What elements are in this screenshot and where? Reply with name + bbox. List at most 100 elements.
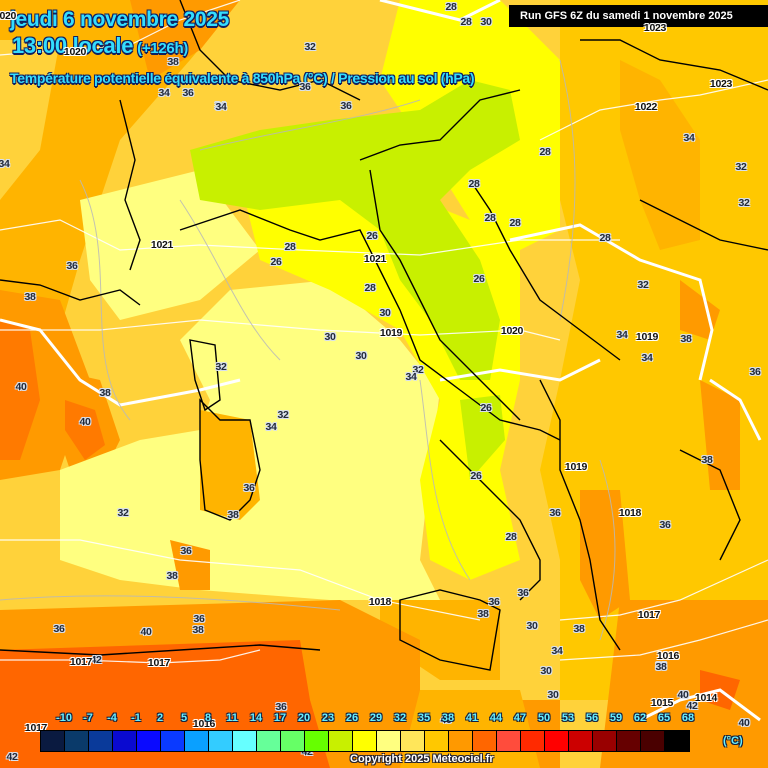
theta-e-contour-label: 28	[445, 1, 457, 13]
isobar-label: 1023	[709, 78, 733, 90]
isobar-label: 1019	[564, 461, 588, 473]
colorbar-swatch	[569, 731, 593, 751]
colorbar-tick-label: -4	[107, 712, 117, 724]
colorbar-swatch	[209, 731, 233, 751]
colorbar-swatch	[113, 731, 137, 751]
theta-e-contour-label: 32	[412, 364, 424, 376]
theta-e-contour-label: 32	[215, 361, 227, 373]
colorbar-swatch	[65, 731, 89, 751]
theta-e-contour-label: 36	[275, 701, 287, 713]
colorbar-swatch	[545, 731, 569, 751]
colorbar-tick-label: 20	[297, 712, 311, 724]
theta-e-contour-label: 34	[215, 101, 227, 113]
isobar-label: 1019	[379, 327, 403, 339]
theta-e-contour-label: 40	[440, 714, 452, 726]
isobar-label: 1023	[643, 22, 667, 34]
colorbar-swatch	[449, 731, 473, 751]
theta-e-contour-label: 30	[540, 665, 552, 677]
theta-e-contour-label: 40	[79, 416, 91, 428]
theta-e-contour-label: 32	[738, 197, 750, 209]
theta-e-contour-label: 28	[284, 241, 296, 253]
colorbar-swatch	[233, 731, 257, 751]
colorbar-tick-label: 62	[633, 712, 647, 724]
colorbar-tick-label: 59	[609, 712, 623, 724]
theta-e-contour-label: 38	[227, 509, 239, 521]
theta-e-contour-label: 38	[701, 454, 713, 466]
theta-e-contour-label: 28	[509, 217, 521, 229]
colorbar-swatch	[497, 731, 521, 751]
colorbar-swatch	[137, 731, 161, 751]
theta-e-contour-label: 26	[270, 256, 282, 268]
colorbar-tick-label: 32	[393, 712, 407, 724]
theta-e-contour-label: 38	[99, 387, 111, 399]
theta-e-contour-label: 30	[526, 620, 538, 632]
theta-e-contour-label: 34	[641, 352, 653, 364]
theta-e-contour-label: 26	[480, 402, 492, 414]
theta-e-contour-label: 38	[166, 570, 178, 582]
colorbar-swatch	[353, 731, 377, 751]
colorbar-swatch	[41, 731, 65, 751]
theta-e-contour-label: 40	[140, 626, 152, 638]
isobar-label: 1020	[500, 325, 524, 337]
isobar-label: 1021	[150, 239, 174, 251]
theta-e-contour-label: 28	[364, 282, 376, 294]
theta-e-contour-label: 30	[379, 307, 391, 319]
theta-e-contour-label: 36	[659, 519, 671, 531]
theta-e-contour-label: 34	[158, 87, 170, 99]
theta-e-contour-label: 38	[167, 56, 179, 68]
theta-e-contour-label: 34	[551, 645, 563, 657]
theta-e-contour-label: 38	[680, 333, 692, 345]
colorbar-tick-label: 29	[369, 712, 383, 724]
forecast-offset: (+126h)	[137, 40, 188, 57]
colorbar-tick-label: 35	[417, 712, 431, 724]
colorbar-swatch	[617, 731, 641, 751]
theta-e-contour-label: 34	[683, 132, 695, 144]
theta-e-contour-label: 28	[468, 178, 480, 190]
theta-e-contour-label: 40	[677, 689, 689, 701]
theta-e-contour-label: 32	[637, 279, 649, 291]
colorbar-tick-label: 23	[321, 712, 335, 724]
isobar-label: 1015	[650, 697, 674, 709]
colorbar-swatch	[329, 731, 353, 751]
colorbar-tick-label: 50	[537, 712, 551, 724]
theta-e-contour-label: 38	[655, 660, 667, 672]
colorbar-tick-label: 11	[226, 712, 238, 724]
isobar-label: 1016	[192, 718, 216, 730]
colorbar-tick-label: 8	[204, 712, 212, 724]
colorbar-swatch	[521, 731, 545, 751]
theta-e-contour-label: 26	[473, 273, 485, 285]
colorbar-tick-label: 2	[156, 712, 164, 724]
colorbar-swatch	[161, 731, 185, 751]
theta-e-contour-label: 32	[277, 409, 289, 421]
colorbar-tick-label: 53	[561, 712, 575, 724]
colorbar-tick-label: 56	[585, 712, 599, 724]
theta-e-contour-label: 34	[265, 421, 277, 433]
theta-e-contour-label: 36	[517, 587, 529, 599]
theta-e-contour-label: 38	[477, 608, 489, 620]
theta-e-contour-label: 26	[470, 470, 482, 482]
theta-e-contour-label: 42	[301, 746, 313, 758]
theta-e-contour-label: 28	[505, 531, 517, 543]
theta-e-contour-label: 38	[24, 291, 36, 303]
isobar-label: 1017	[69, 656, 93, 668]
isobar-label: 1019	[635, 331, 659, 343]
colorbar-tick-label: -1	[131, 712, 141, 724]
isobar-label: 1017	[147, 657, 171, 669]
colorbar-swatch	[641, 731, 665, 751]
colorbar-tick-label: 41	[465, 712, 479, 724]
colorbar-tick-label: 38	[441, 712, 455, 724]
colorbar-swatch	[593, 731, 617, 751]
copyright-text: Copyright 2025 Meteociel.fr	[350, 753, 494, 765]
theta-e-contour-label: 40	[15, 381, 27, 393]
colorbar-tick-label: 14	[249, 712, 263, 724]
parameter-title: Température potentielle équivalente à 85…	[10, 70, 475, 86]
isobar-label: 1020	[63, 46, 87, 58]
colorbar-tick-label: 47	[513, 712, 527, 724]
theta-e-contour-label: 36	[193, 613, 205, 625]
colorbar-swatch	[281, 731, 305, 751]
colorbar-tick-label: -7	[83, 712, 93, 724]
colorbar-tick-label: 44	[489, 712, 503, 724]
theta-e-contour-label: 30	[324, 331, 336, 343]
theta-e-contour-label: 28	[460, 16, 472, 28]
